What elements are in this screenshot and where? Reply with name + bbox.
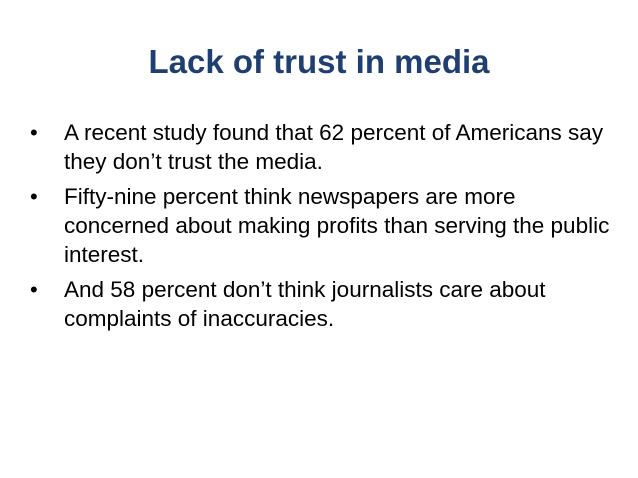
bullet-item: • A recent study found that 62 percent o… (28, 118, 618, 176)
bullet-text: And 58 percent don’t think journalists c… (64, 277, 546, 331)
bullet-text: Fifty-nine percent think newspapers are … (64, 184, 610, 267)
bullet-dot-icon: • (30, 184, 38, 209)
slide-title: Lack of trust in media (148, 43, 490, 80)
bullet-list: • A recent study found that 62 percent o… (28, 118, 618, 339)
bullet-dot-icon: • (30, 277, 38, 302)
bullet-dot-icon: • (30, 120, 38, 145)
bullet-item: • And 58 percent don’t think journalists… (28, 275, 618, 333)
bullet-text: A recent study found that 62 percent of … (64, 120, 604, 174)
bullet-item: • Fifty-nine percent think newspapers ar… (28, 182, 618, 269)
